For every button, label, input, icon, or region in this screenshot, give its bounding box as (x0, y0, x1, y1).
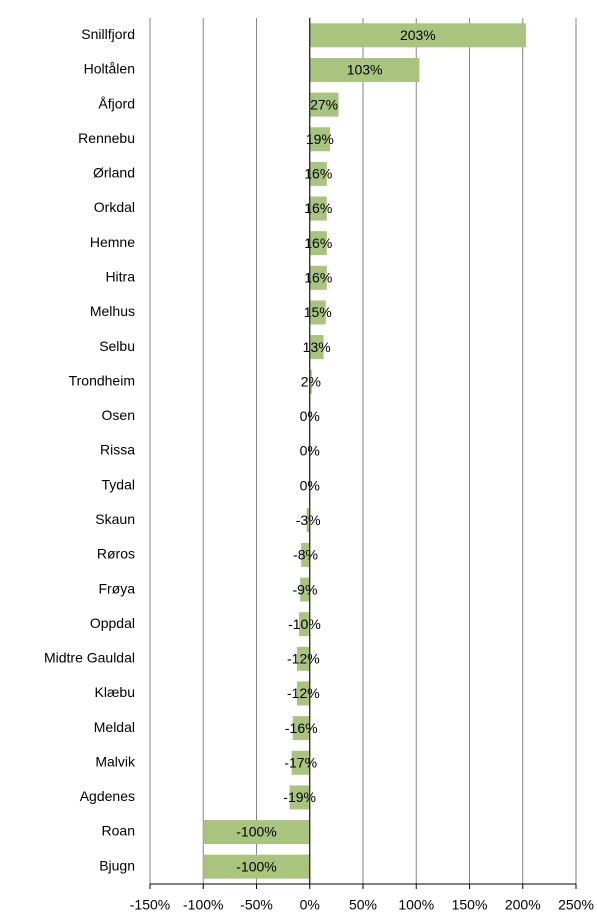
y-tick-label: Osen (102, 407, 135, 423)
y-tick-label: Skaun (95, 511, 135, 527)
bar (203, 820, 310, 845)
bar (296, 681, 310, 706)
bar (299, 612, 310, 637)
bar (309, 265, 327, 290)
data-label: 16% (304, 235, 332, 251)
y-tick-label: Orkdal (94, 199, 135, 215)
y-tick-label: Meldal (94, 719, 135, 735)
bar (296, 646, 310, 671)
y-tick-label: Trondheim (69, 372, 135, 388)
y-tick-label: Roan (102, 823, 135, 839)
bar (309, 300, 326, 325)
data-label: 27% (310, 96, 338, 112)
y-tick-label: Røros (97, 546, 135, 562)
y-tick-label: Rissa (100, 442, 135, 458)
data-label: -10% (288, 616, 321, 632)
data-label: -17% (284, 754, 317, 770)
bar (309, 335, 324, 360)
y-tick-label: Hemne (90, 234, 135, 250)
y-tick-label: Oppdal (90, 615, 135, 631)
bar (291, 750, 310, 775)
data-label: -19% (283, 789, 316, 805)
y-tick-label: Klæbu (95, 684, 135, 700)
bar (306, 508, 310, 533)
bar (300, 577, 310, 602)
bar (292, 716, 310, 741)
x-tick-label: 250% (558, 897, 594, 913)
data-label: 2% (301, 373, 321, 389)
y-tick-label: Rennebu (78, 130, 135, 146)
y-tick-label: Melhus (90, 303, 135, 319)
bar (309, 231, 327, 256)
y-tick-label: Åfjord (98, 95, 135, 111)
y-tick-label: Bjugn (99, 857, 135, 873)
y-tick-label: Agdenes (80, 788, 135, 804)
bar (289, 785, 310, 810)
bar (309, 57, 420, 82)
x-tick-label: 100% (398, 897, 434, 913)
x-tick-label: 50% (349, 897, 377, 913)
x-tick-label: -150% (130, 897, 170, 913)
bar (309, 196, 327, 221)
data-label: 203% (400, 27, 436, 43)
y-tick-label: Selbu (99, 338, 135, 354)
data-label: 16% (304, 270, 332, 286)
data-label: -8% (293, 547, 318, 563)
data-label: 16% (304, 166, 332, 182)
data-label: 13% (303, 339, 331, 355)
bar (309, 369, 312, 394)
bar (301, 542, 310, 567)
data-label: -100% (236, 824, 276, 840)
y-tick-label: Tydal (102, 476, 135, 492)
y-tick-label: Hitra (105, 269, 135, 285)
data-label: 19% (306, 131, 334, 147)
x-tick-label: 200% (505, 897, 541, 913)
bar (309, 127, 330, 152)
y-tick-label: Holtålen (84, 61, 135, 77)
y-tick-label: Ørland (93, 165, 135, 181)
x-tick-label: 0% (300, 897, 320, 913)
data-label: 15% (304, 304, 332, 320)
data-label: -12% (287, 651, 320, 667)
bar (309, 92, 339, 117)
bar (309, 161, 327, 186)
data-label: -9% (293, 581, 318, 597)
data-label: -12% (287, 685, 320, 701)
bar (309, 23, 526, 48)
data-label: -100% (236, 858, 276, 874)
data-label: -16% (285, 720, 318, 736)
x-tick-label: -50% (240, 897, 273, 913)
y-tick-label: Malvik (95, 753, 136, 769)
bar (203, 854, 310, 879)
y-tick-label: Midtre Gauldal (44, 650, 135, 666)
x-tick-label: 150% (452, 897, 488, 913)
y-tick-label: Frøya (98, 580, 135, 596)
data-label: -3% (296, 512, 321, 528)
data-label: 103% (347, 62, 383, 78)
x-tick-label: -100% (183, 897, 223, 913)
y-tick-label: Snillfjord (81, 26, 135, 42)
data-label: 16% (304, 200, 332, 216)
